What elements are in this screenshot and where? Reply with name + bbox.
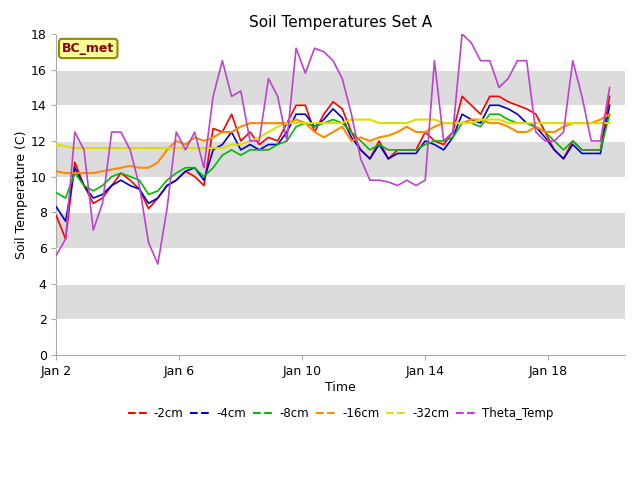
Bar (56, 141, 625, 177)
Bar (56, 212, 625, 248)
Y-axis label: Soil Temperature (C): Soil Temperature (C) (15, 130, 28, 259)
Text: BC_met: BC_met (62, 42, 115, 55)
Bar (56, 284, 625, 319)
Legend: -2cm, -4cm, -8cm, -16cm, -32cm, Theta_Temp: -2cm, -4cm, -8cm, -16cm, -32cm, Theta_Te… (123, 403, 559, 425)
Bar (56, 70, 625, 105)
Title: Soil Temperatures Set A: Soil Temperatures Set A (249, 15, 432, 30)
X-axis label: Time: Time (325, 381, 356, 394)
